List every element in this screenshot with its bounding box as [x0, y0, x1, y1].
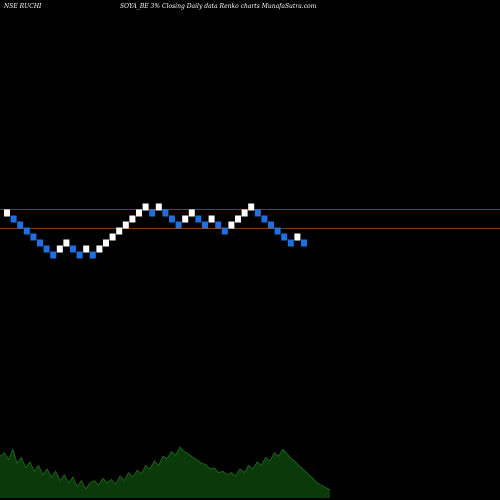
renko-brick [195, 215, 202, 223]
renko-brick [10, 215, 17, 223]
renko-brick [261, 215, 268, 223]
renko-brick [287, 239, 294, 247]
renko-brick [149, 209, 156, 217]
renko-brick [268, 221, 274, 229]
renko-brick [169, 215, 175, 223]
renko-brick [294, 233, 301, 241]
renko-brick [50, 251, 57, 259]
renko-brick [142, 203, 149, 211]
renko-brick [89, 251, 96, 259]
renko-brick [241, 209, 248, 217]
volume-area [0, 446, 331, 498]
renko-brick [122, 221, 129, 229]
renko-brick [30, 233, 37, 241]
renko-bricks [4, 203, 307, 259]
renko-brick [129, 215, 136, 223]
renko-brick [43, 245, 50, 253]
renko-brick [175, 221, 182, 229]
renko-brick [182, 215, 189, 223]
renko-brick [228, 221, 235, 229]
renko-brick [221, 227, 228, 235]
renko-brick [248, 203, 255, 211]
renko-brick [83, 245, 90, 253]
renko-brick [103, 239, 109, 247]
renko-brick [70, 245, 76, 253]
renko-brick [37, 239, 43, 247]
renko-brick [56, 245, 63, 253]
renko-brick [235, 215, 241, 223]
renko-brick [202, 221, 208, 229]
renko-brick [136, 209, 142, 217]
renko-brick [76, 251, 83, 259]
renko-brick [301, 239, 307, 247]
renko-brick [215, 221, 222, 229]
renko-brick [281, 233, 288, 241]
renko-brick [254, 209, 261, 217]
chart-caption: SOYA_BE 3% Closing Daily data Renko char… [120, 3, 317, 10]
renko-brick [23, 227, 30, 235]
volume-area-outline [0, 446, 331, 491]
renko-brick [63, 239, 70, 247]
chart-symbol-label: NSE RUCHI [3, 3, 42, 10]
renko-brick [96, 245, 103, 253]
renko-brick [116, 227, 123, 235]
renko-brick [17, 221, 24, 229]
renko-brick [188, 209, 195, 217]
renko-brick [274, 227, 281, 235]
renko-brick [162, 209, 169, 217]
renko-brick [4, 209, 10, 217]
renko-brick [155, 203, 162, 211]
renko-brick [109, 233, 116, 241]
volume-area-fill [0, 447, 330, 498]
renko-brick [208, 215, 215, 223]
